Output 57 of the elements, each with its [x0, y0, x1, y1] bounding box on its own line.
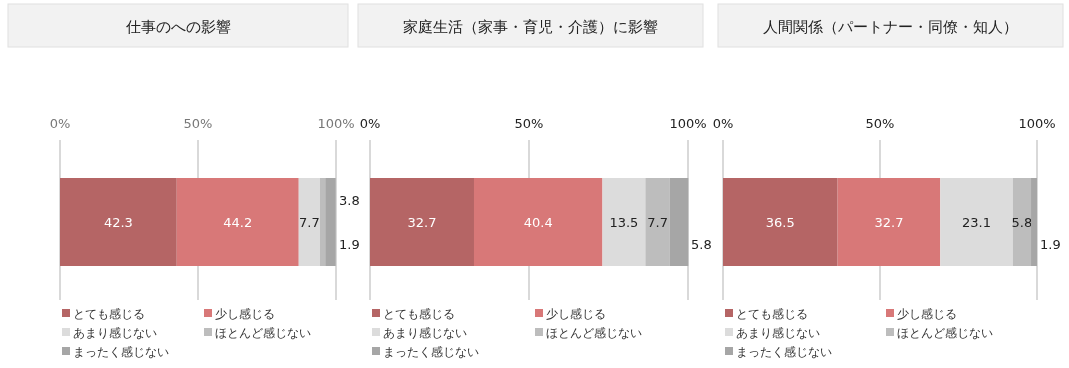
data-label: 5.8 — [1011, 215, 1033, 230]
x-tick-label: 100% — [669, 116, 707, 131]
data-label: 36.5 — [765, 215, 795, 230]
legend-label: あまり感じない — [383, 326, 467, 340]
legend-label: とても感じる — [73, 307, 145, 321]
data-label: 13.5 — [609, 215, 639, 230]
data-label: 23.1 — [962, 215, 992, 230]
bar — [645, 178, 670, 266]
bar — [473, 178, 603, 266]
bar — [60, 178, 177, 266]
x-tick-label: 0% — [49, 116, 71, 131]
chart-title: 仕事のへの影響 — [124, 18, 231, 36]
data-label: 32.7 — [407, 215, 437, 230]
legend-label: 少し感じる — [897, 307, 957, 321]
x-tick-label: 0% — [712, 116, 734, 131]
legend-label: とても感じる — [383, 307, 455, 321]
data-label: 40.4 — [523, 215, 553, 230]
bar — [1031, 178, 1037, 266]
bar — [940, 178, 1013, 266]
data-label: 3.8 — [339, 193, 360, 208]
x-tick-label: 50% — [514, 116, 544, 131]
chart-title: 家庭生活（家事・育児・介護）に影響 — [403, 18, 658, 36]
legend-label: あまり感じない — [736, 326, 820, 340]
bar — [602, 178, 646, 266]
x-tick-label: 50% — [865, 116, 895, 131]
data-label: 44.2 — [223, 215, 253, 230]
data-label: 7.7 — [647, 215, 668, 230]
data-label: 42.3 — [103, 215, 133, 230]
bar — [319, 178, 326, 266]
legend-label: とても感じる — [736, 307, 808, 321]
x-tick-label: 100% — [317, 116, 355, 131]
x-tick-label: 0% — [359, 116, 381, 131]
bar — [298, 178, 320, 266]
x-tick-label: 50% — [183, 116, 213, 131]
x-tick-label: 100% — [1018, 116, 1056, 131]
bar — [669, 178, 689, 266]
chart-title: 人間関係（パートナー・同僚・知人） — [763, 18, 1018, 36]
legend-label: ほとんど感じない — [546, 326, 642, 340]
data-label: 5.8 — [691, 237, 712, 252]
data-label: 32.7 — [874, 215, 904, 230]
bar — [325, 178, 336, 266]
legend-label: まったく感じない — [736, 345, 832, 359]
bar — [1012, 178, 1032, 266]
legend-label: あまり感じない — [73, 326, 157, 340]
bar — [370, 178, 474, 266]
legend-label: 少し感じる — [546, 307, 606, 321]
legend-label: ほとんど感じない — [897, 326, 993, 340]
legend-label: まったく感じない — [383, 345, 479, 359]
data-label: 1.9 — [339, 237, 360, 252]
data-label: 7.7 — [299, 215, 320, 230]
data-label: 1.9 — [1040, 237, 1061, 252]
bar — [723, 178, 838, 266]
legend-label: まったく感じない — [73, 345, 169, 359]
legend-label: ほとんど感じない — [215, 326, 311, 340]
bar — [176, 178, 299, 266]
legend-label: 少し感じる — [215, 307, 275, 321]
bar — [837, 178, 941, 266]
